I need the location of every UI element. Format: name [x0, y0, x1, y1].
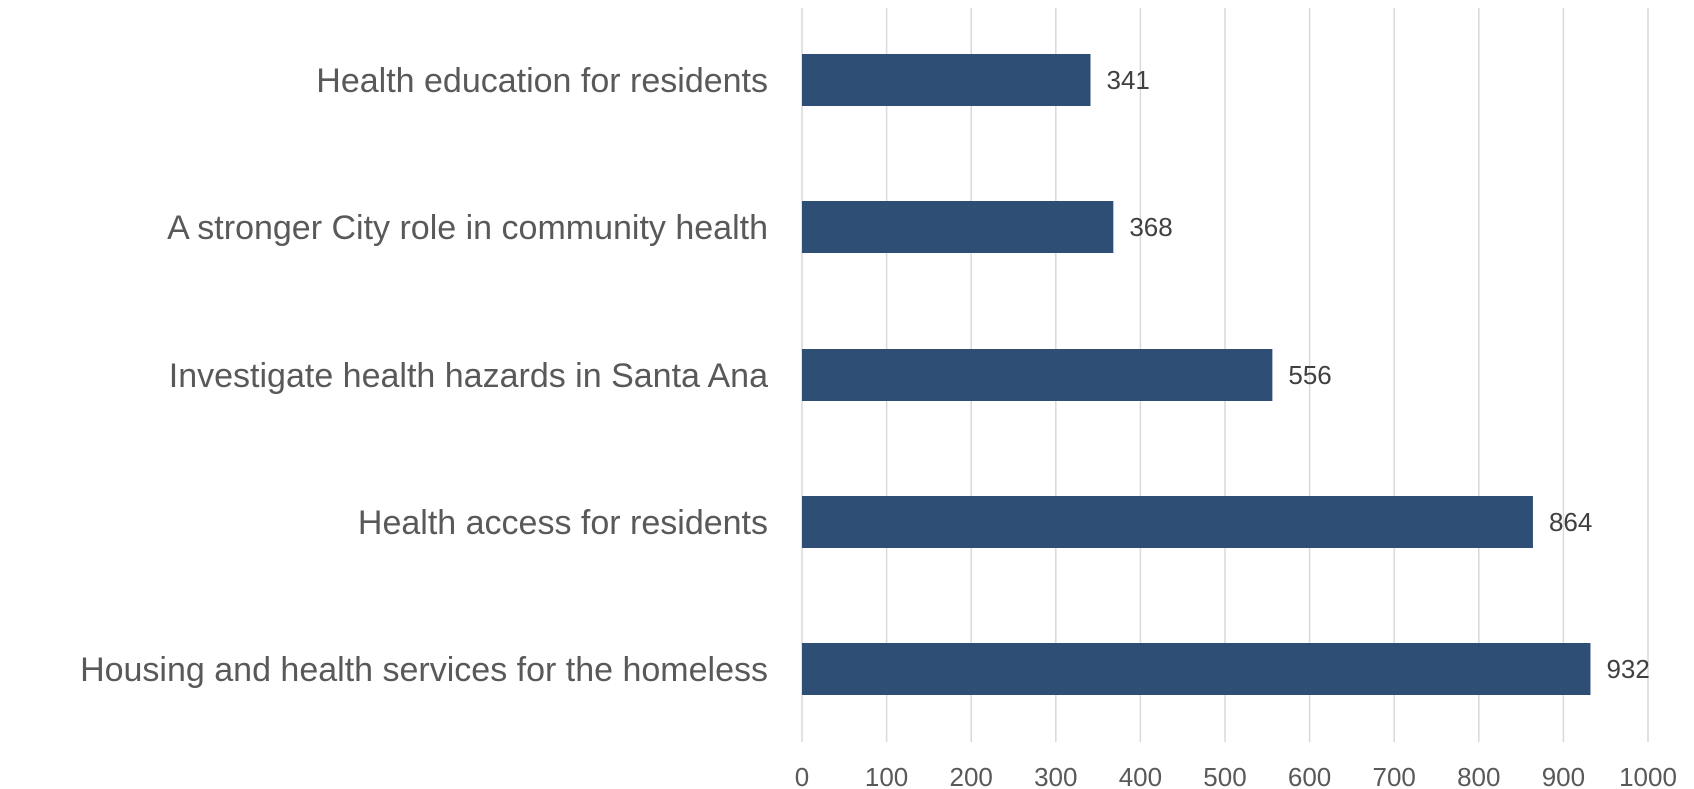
data-label-2: 368 [1129, 212, 1172, 242]
bar-2 [802, 201, 1114, 253]
x-axis-tick-labels: 0 100 200 300 400 500 600 700 800 900 1000 [795, 762, 1677, 789]
x-tick-label-0: 0 [795, 762, 809, 789]
bars [802, 54, 1591, 695]
data-label-3: 556 [1288, 360, 1331, 390]
category-label-2: A stronger City role in community health [167, 209, 768, 247]
category-labels: Health education for residents A stronger… [80, 62, 768, 689]
bar-1 [802, 54, 1091, 106]
bar-5 [802, 643, 1591, 695]
x-tick-label-1000: 1000 [1619, 762, 1677, 789]
x-tick-label-700: 700 [1373, 762, 1416, 789]
x-tick-label-400: 400 [1119, 762, 1162, 789]
x-tick-label-900: 900 [1542, 762, 1585, 789]
bar-4 [802, 496, 1533, 548]
x-tick-label-800: 800 [1457, 762, 1500, 789]
x-tick-label-300: 300 [1034, 762, 1077, 789]
bar-3 [802, 349, 1273, 401]
category-label-3: Investigate health hazards in Santa Ana [169, 357, 768, 395]
data-label-1: 341 [1106, 65, 1149, 95]
category-label-5: Housing and health services for the home… [80, 651, 768, 689]
category-label-1: Health education for residents [316, 62, 768, 100]
x-tick-label-600: 600 [1288, 762, 1331, 789]
data-labels: 341 368 556 864 932 [1106, 65, 1649, 684]
x-tick-label-200: 200 [950, 762, 993, 789]
data-label-5: 932 [1606, 654, 1649, 684]
data-label-4: 864 [1549, 507, 1592, 537]
category-label-4: Health access for residents [358, 504, 768, 542]
x-tick-label-100: 100 [865, 762, 908, 789]
x-tick-label-500: 500 [1203, 762, 1246, 789]
